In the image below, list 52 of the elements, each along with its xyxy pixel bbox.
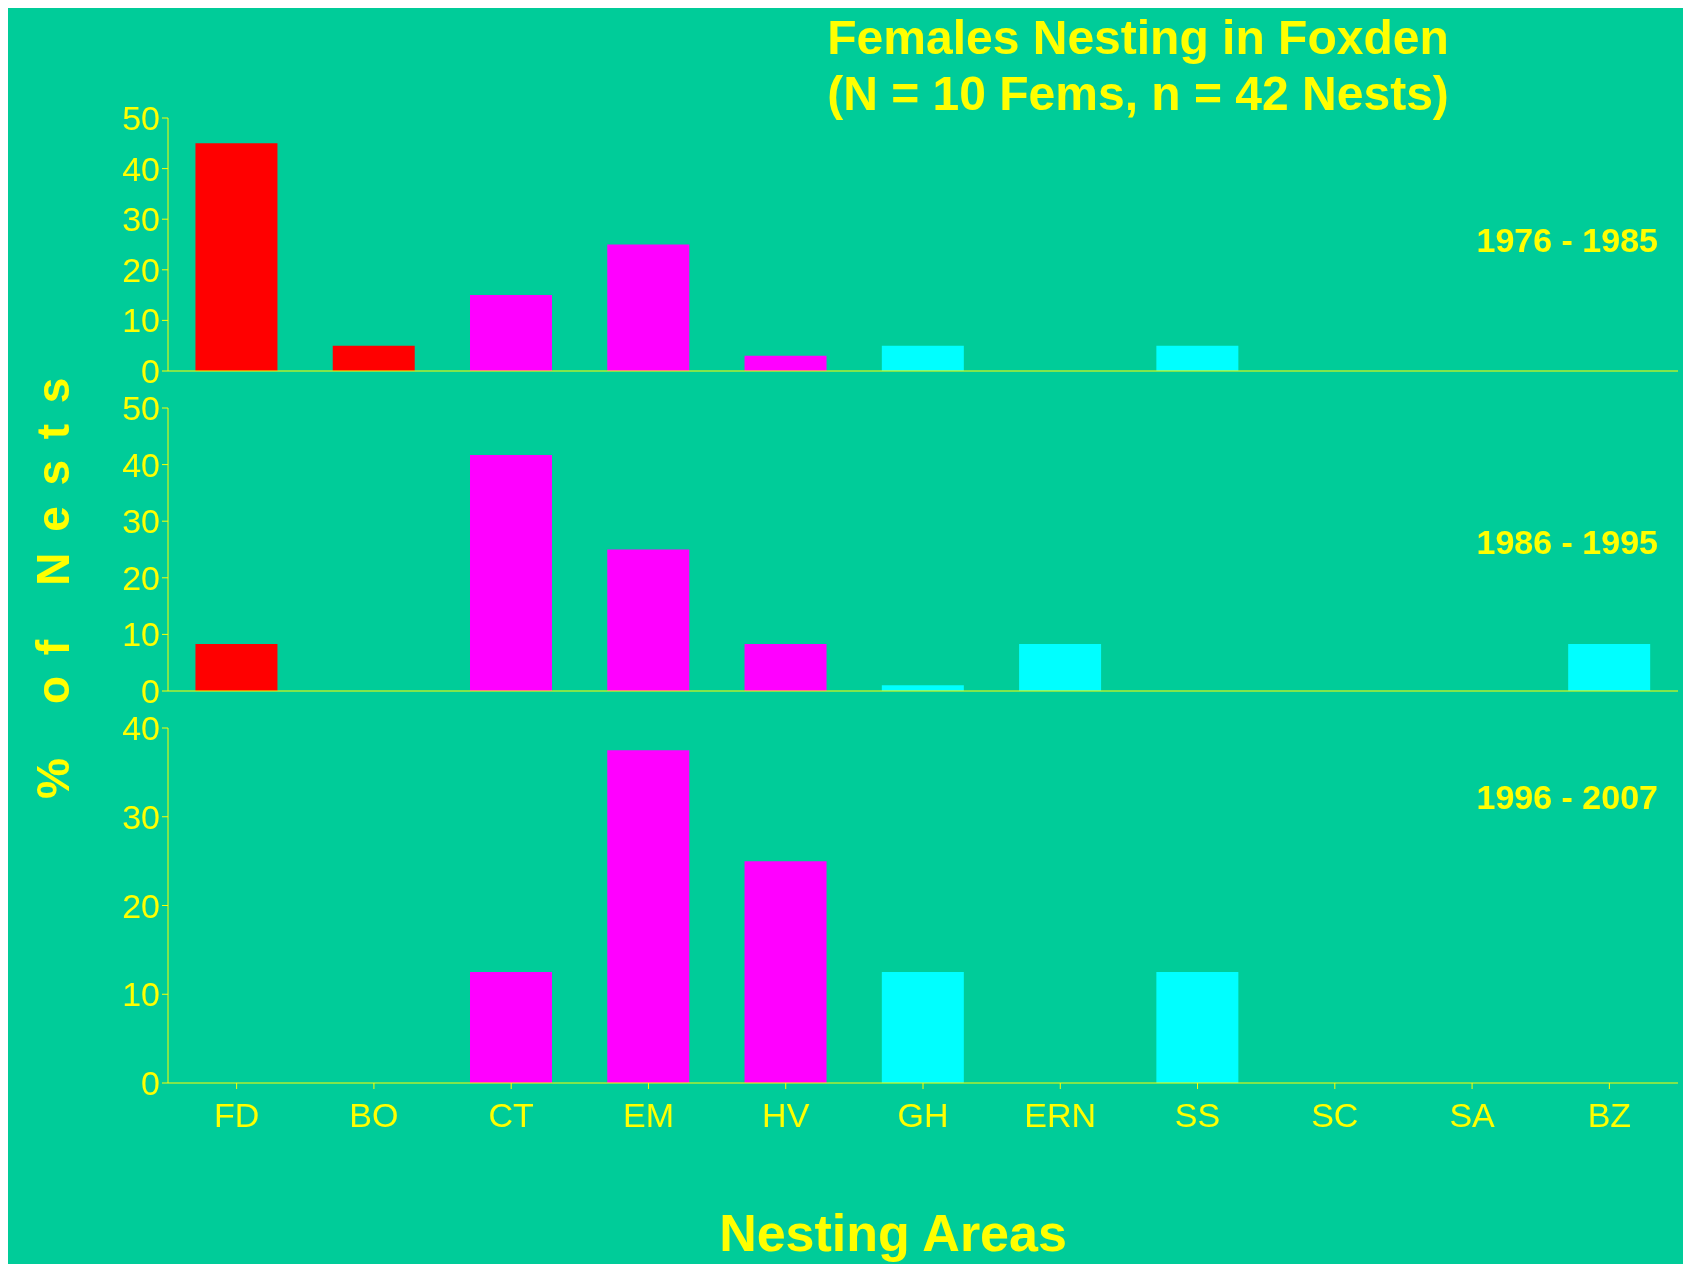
bar bbox=[195, 644, 278, 691]
bar bbox=[470, 295, 552, 371]
x-tick-label: ERN bbox=[1024, 1096, 1097, 1135]
y-tick-label: 0 bbox=[141, 1064, 160, 1103]
bar bbox=[607, 549, 690, 691]
annotation: 1976 - 1985 bbox=[1476, 220, 1658, 260]
x-axis-title: Nesting Areas bbox=[718, 1203, 1068, 1263]
y-tick-label: 50 bbox=[122, 389, 160, 428]
y-tick-label: 10 bbox=[122, 615, 160, 654]
y-tick-label: 20 bbox=[122, 886, 160, 925]
x-tick-label: BO bbox=[349, 1096, 399, 1135]
x-tick-label: SA bbox=[1449, 1096, 1496, 1135]
bar bbox=[607, 244, 690, 371]
y-tick-label: 40 bbox=[122, 149, 160, 188]
y-tick-label: 20 bbox=[122, 250, 160, 289]
y-tick-label: 30 bbox=[122, 502, 160, 541]
x-tick-label: BZ bbox=[1587, 1096, 1632, 1135]
bar bbox=[332, 345, 415, 371]
bar bbox=[195, 143, 278, 371]
y-tick-label: 10 bbox=[122, 301, 160, 340]
y-tick-label: 50 bbox=[122, 99, 160, 138]
x-tick-label: EM bbox=[622, 1096, 674, 1135]
y-tick-label: 40 bbox=[122, 709, 160, 748]
bar bbox=[881, 972, 964, 1083]
y-tick-label: 40 bbox=[122, 445, 160, 484]
x-tick-label: CT bbox=[488, 1096, 534, 1135]
y-tick-label: 0 bbox=[141, 672, 160, 711]
chart-title: Females Nesting in Foxden (N = 10 Fems, n = 42 Nests) bbox=[827, 10, 1449, 122]
y-tick-label: 30 bbox=[122, 797, 160, 836]
x-tick-label: SS bbox=[1174, 1096, 1221, 1135]
bar bbox=[1019, 644, 1102, 691]
bar bbox=[881, 345, 964, 371]
bar bbox=[470, 972, 552, 1083]
bar bbox=[744, 861, 827, 1083]
x-tick-label: SC bbox=[1311, 1096, 1359, 1135]
x-tick-label: FD bbox=[213, 1096, 260, 1135]
bar bbox=[744, 355, 827, 371]
y-tick-label: 0 bbox=[141, 352, 160, 391]
bar bbox=[470, 454, 552, 691]
annotation: 1986 - 1995 bbox=[1476, 523, 1658, 563]
annotation: 1996 - 2007 bbox=[1476, 777, 1658, 817]
y-tick-label: 30 bbox=[122, 200, 160, 239]
bar bbox=[607, 750, 690, 1083]
x-tick-label: GH bbox=[897, 1096, 949, 1135]
y-tick-label: 10 bbox=[122, 975, 160, 1014]
y-tick-label: 20 bbox=[122, 558, 160, 597]
bar bbox=[1156, 345, 1239, 371]
y-axis-title: % of Nests bbox=[26, 356, 80, 800]
bar bbox=[1568, 644, 1651, 691]
bar bbox=[744, 644, 827, 691]
bar bbox=[1156, 972, 1239, 1083]
x-tick-label: HV bbox=[762, 1096, 810, 1135]
